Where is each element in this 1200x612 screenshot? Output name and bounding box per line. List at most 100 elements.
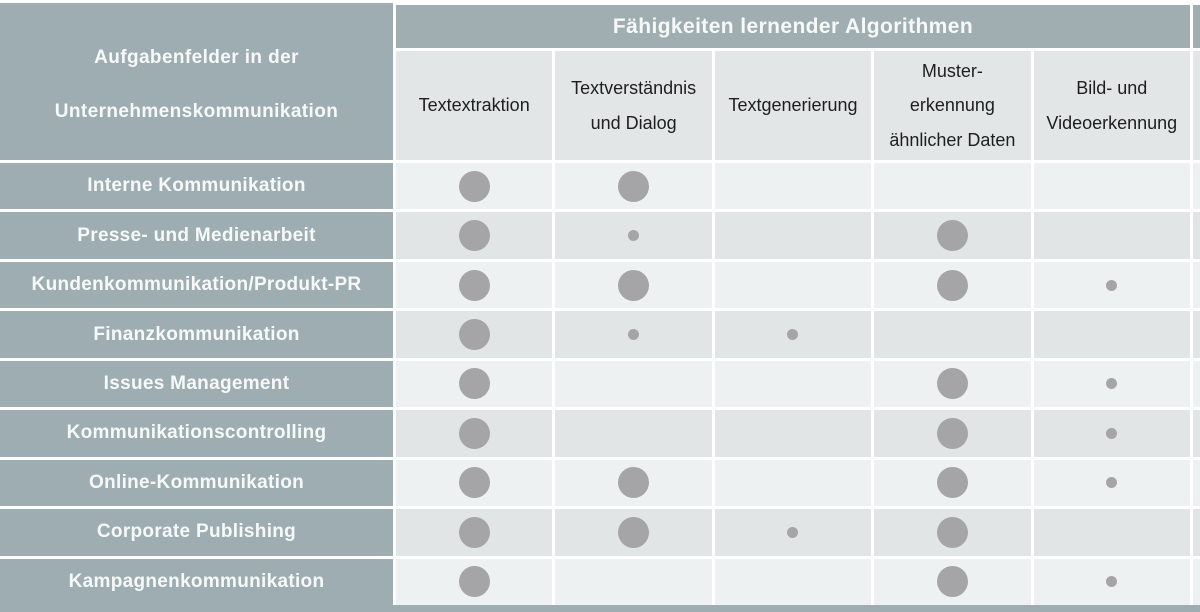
row-edge-sliver xyxy=(1192,558,1200,605)
row-label: Kampagnenkommunikation xyxy=(0,558,393,605)
dot-small xyxy=(628,329,640,341)
dot-large xyxy=(618,467,650,499)
matrix-cell xyxy=(555,212,712,259)
matrix-cell xyxy=(714,459,872,507)
matrix-cell xyxy=(396,509,553,556)
row-label: Presse- und Medienarbeit xyxy=(0,212,393,259)
row-label: Corporate Publishing xyxy=(0,509,393,556)
matrix-cell xyxy=(555,410,712,457)
row-label: Interne Kommunikation xyxy=(0,163,393,210)
dot-large xyxy=(936,566,968,598)
column-header: Muster- erkennung ähnlicher Daten xyxy=(874,51,1031,160)
table-row: Interne Kommunikation xyxy=(0,163,1200,210)
dot-small xyxy=(1106,378,1118,390)
matrix-cell xyxy=(1033,360,1190,408)
matrix-cell xyxy=(396,212,553,259)
dot-small xyxy=(1106,576,1118,588)
matrix-cell xyxy=(555,311,712,358)
matrix-cell xyxy=(874,212,1031,259)
matrix-cell xyxy=(396,163,553,210)
dot-large xyxy=(618,170,650,202)
dot-small xyxy=(787,526,799,538)
matrix-cell xyxy=(714,212,872,259)
matrix-cell xyxy=(555,558,712,605)
matrix-cell xyxy=(714,509,872,556)
row-group-title: Aufgabenfelder in der Unternehmenskommun… xyxy=(0,3,393,160)
row-edge-sliver xyxy=(1192,509,1200,556)
column-header: Textextraktion xyxy=(396,51,553,160)
table-row: Kundenkommunikation/Produkt-PR xyxy=(0,261,1200,309)
dot-small xyxy=(787,329,799,341)
row-edge-sliver xyxy=(1192,212,1200,259)
dot-large xyxy=(936,368,968,400)
table-row: Finanzkommunikation xyxy=(0,311,1200,358)
matrix-cell xyxy=(396,410,553,457)
matrix-cell xyxy=(1033,212,1190,259)
matrix-cell xyxy=(1033,459,1190,507)
row-edge-sliver xyxy=(1192,410,1200,457)
row-label: Kundenkommunikation/Produkt-PR xyxy=(0,261,393,309)
matrix-cell xyxy=(396,558,553,605)
table-row: Presse- und Medienarbeit xyxy=(0,212,1200,259)
dot-small xyxy=(1106,477,1118,489)
matrix-cell xyxy=(1033,261,1190,309)
column-header: Textverständnis und Dialog xyxy=(555,51,712,160)
table-row: Online-Kommunikation xyxy=(0,459,1200,507)
dot-small xyxy=(628,230,640,242)
matrix-cell xyxy=(555,360,712,408)
matrix-cell xyxy=(874,459,1031,507)
dot-large xyxy=(458,170,490,202)
row-edge-sliver xyxy=(1192,459,1200,507)
row-edge-sliver xyxy=(1192,360,1200,408)
matrix-cell xyxy=(874,360,1031,408)
dot-large xyxy=(458,368,490,400)
dot-large xyxy=(458,467,490,499)
dot-large xyxy=(936,269,968,301)
matrix-cell xyxy=(396,261,553,309)
table-row: Kampagnenkommunikation xyxy=(0,558,1200,605)
header-edge-sliver xyxy=(1192,51,1200,160)
matrix-cell xyxy=(555,509,712,556)
dot-large xyxy=(618,269,650,301)
table-row: Kommunikationscontrolling xyxy=(0,410,1200,457)
row-label: Finanzkommunikation xyxy=(0,311,393,358)
matrix-cell xyxy=(396,360,553,408)
matrix-cell xyxy=(874,410,1031,457)
matrix-cell xyxy=(714,360,872,408)
matrix-cell xyxy=(874,163,1031,210)
dot-large xyxy=(936,516,968,548)
dot-large xyxy=(458,417,490,449)
dot-large xyxy=(936,417,968,449)
dot-large xyxy=(458,319,490,351)
matrix-cell xyxy=(555,459,712,507)
matrix-cell xyxy=(1033,163,1190,210)
table-row: Issues Management xyxy=(0,360,1200,408)
dot-large xyxy=(458,516,490,548)
row-label: Online-Kommunikation xyxy=(0,459,393,507)
dot-large xyxy=(936,467,968,499)
dot-small xyxy=(1106,279,1118,291)
row-edge-sliver xyxy=(1192,163,1200,210)
matrix-cell xyxy=(874,509,1031,556)
matrix-cell xyxy=(555,163,712,210)
dot-large xyxy=(458,269,490,301)
dot-large xyxy=(458,566,490,598)
table-row: Corporate Publishing xyxy=(0,509,1200,556)
matrix-cell xyxy=(714,410,872,457)
matrix-cell xyxy=(396,459,553,507)
matrix-cell xyxy=(714,558,872,605)
dot-large xyxy=(458,220,490,252)
row-label: Kommunikationscontrolling xyxy=(0,410,393,457)
matrix-cell xyxy=(396,311,553,358)
matrix-cell xyxy=(714,261,872,309)
dot-small xyxy=(1106,427,1118,439)
dot-large xyxy=(936,220,968,252)
matrix-cell xyxy=(1033,410,1190,457)
matrix-cell xyxy=(874,311,1031,358)
column-header: Textgenerierung xyxy=(714,51,872,160)
matrix-cell xyxy=(874,261,1031,309)
matrix-cell xyxy=(714,163,872,210)
row-edge-sliver xyxy=(1192,261,1200,309)
matrix-cell xyxy=(555,261,712,309)
